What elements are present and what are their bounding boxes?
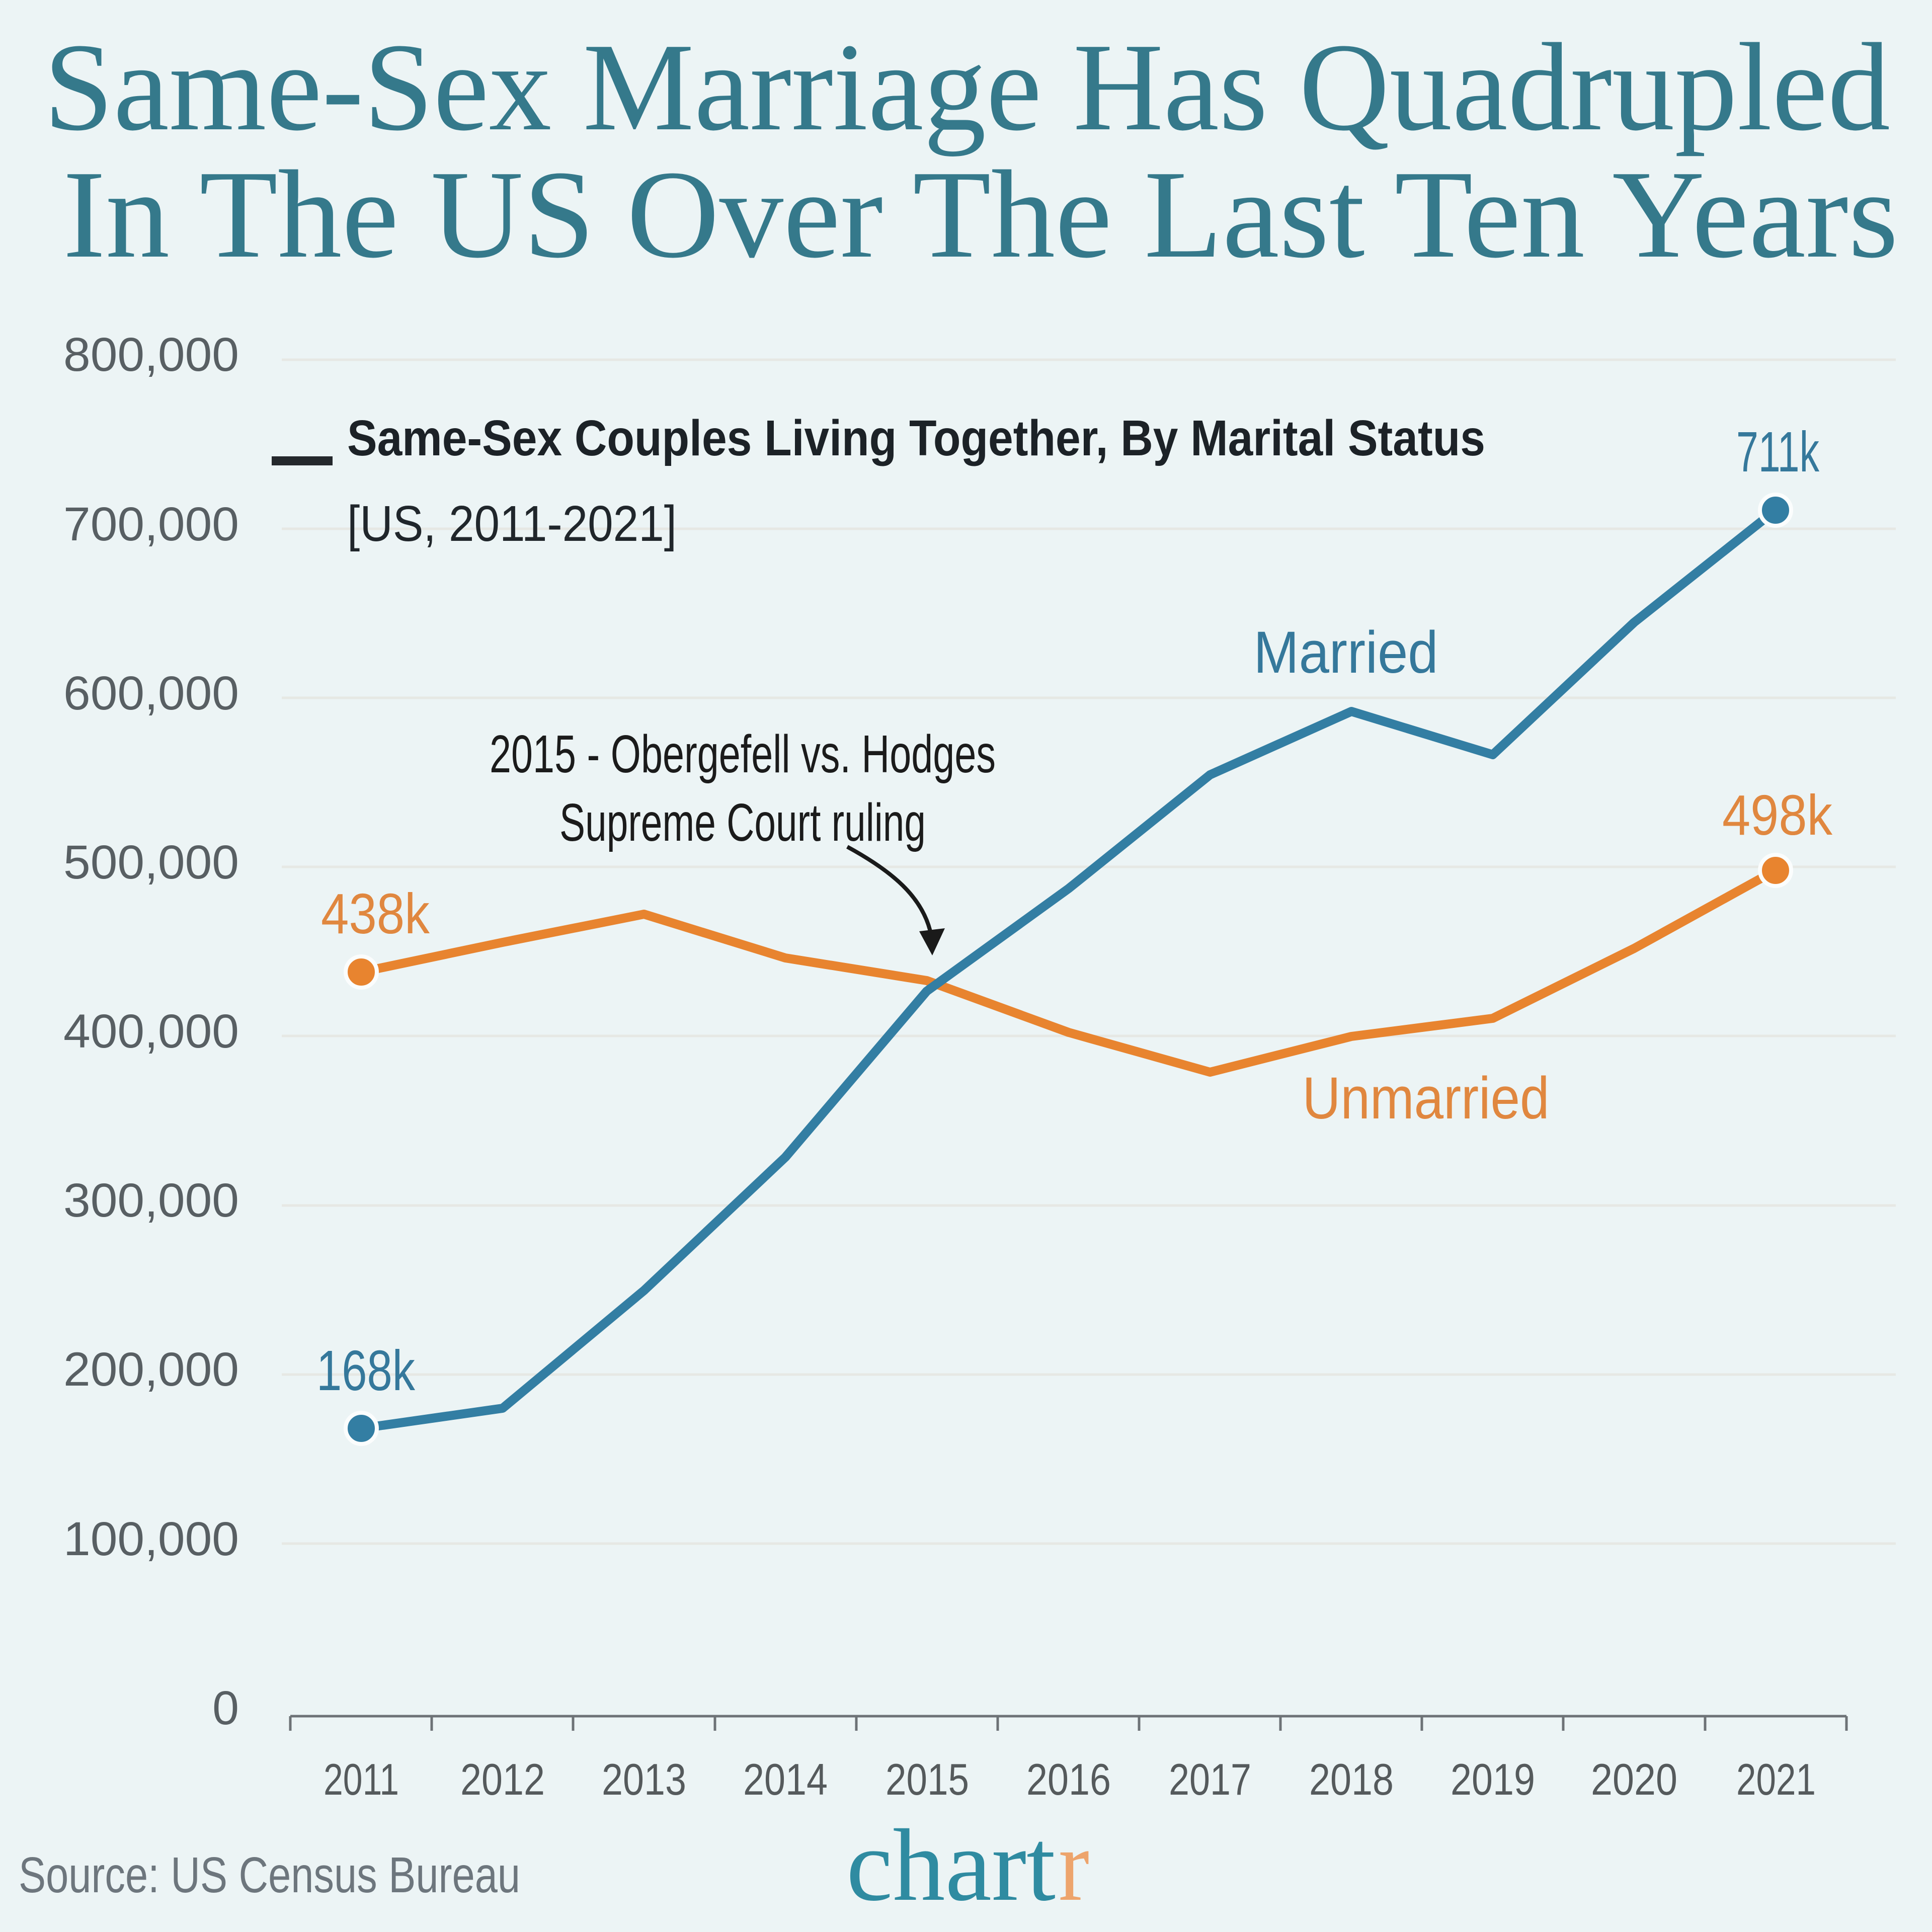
svg-text:2015 - Obergefell vs. Hodges: 2015 - Obergefell vs. Hodges [490, 725, 996, 784]
svg-text:Same-Sex Couples Living Togeth: Same-Sex Couples Living Together, By Mar… [347, 410, 1485, 466]
svg-text:700,000: 700,000 [63, 498, 239, 551]
svg-text:Married: Married [1254, 619, 1438, 686]
svg-text:2021: 2021 [1736, 1754, 1816, 1804]
svg-text:2020: 2020 [1591, 1754, 1677, 1804]
svg-text:2012: 2012 [460, 1754, 545, 1804]
svg-text:0: 0 [212, 1681, 239, 1735]
svg-text:711k: 711k [1736, 420, 1819, 484]
svg-text:100,000: 100,000 [63, 1512, 239, 1566]
svg-text:800,000: 800,000 [63, 328, 239, 381]
svg-text:2013: 2013 [602, 1754, 686, 1804]
svg-text:2011: 2011 [324, 1754, 399, 1804]
svg-text:2018: 2018 [1309, 1754, 1394, 1804]
svg-text:Unmarried: Unmarried [1303, 1065, 1550, 1132]
svg-text:r: r [1059, 1808, 1089, 1922]
svg-text:2015: 2015 [886, 1754, 969, 1804]
svg-text:2017: 2017 [1169, 1754, 1251, 1804]
svg-text:498k: 498k [1722, 783, 1832, 847]
svg-text:438k: 438k [321, 882, 430, 945]
svg-text:168k: 168k [316, 1339, 415, 1402]
svg-text:600,000: 600,000 [63, 667, 239, 720]
svg-text:2016: 2016 [1026, 1754, 1111, 1804]
svg-text:2019: 2019 [1451, 1754, 1535, 1804]
svg-text:300,000: 300,000 [63, 1174, 239, 1227]
svg-text:2014: 2014 [743, 1754, 828, 1804]
svg-text:Source: US Census Bureau: Source: US Census Bureau [19, 1847, 520, 1903]
svg-text:In The US Over The Last Ten Ye: In The US Over The Last Ten Years [63, 145, 1898, 284]
svg-text:chart: chart [846, 1808, 1056, 1922]
svg-text:200,000: 200,000 [63, 1343, 239, 1396]
svg-text:Same-Sex Marriage Has Quadrupl: Same-Sex Marriage Has Quadrupled [44, 18, 1890, 157]
svg-text:Supreme Court ruling: Supreme Court ruling [559, 793, 926, 852]
svg-text:500,000: 500,000 [63, 836, 239, 889]
svg-text:[US, 2011-2021]: [US, 2011-2021] [347, 496, 677, 552]
svg-text:400,000: 400,000 [63, 1005, 239, 1058]
